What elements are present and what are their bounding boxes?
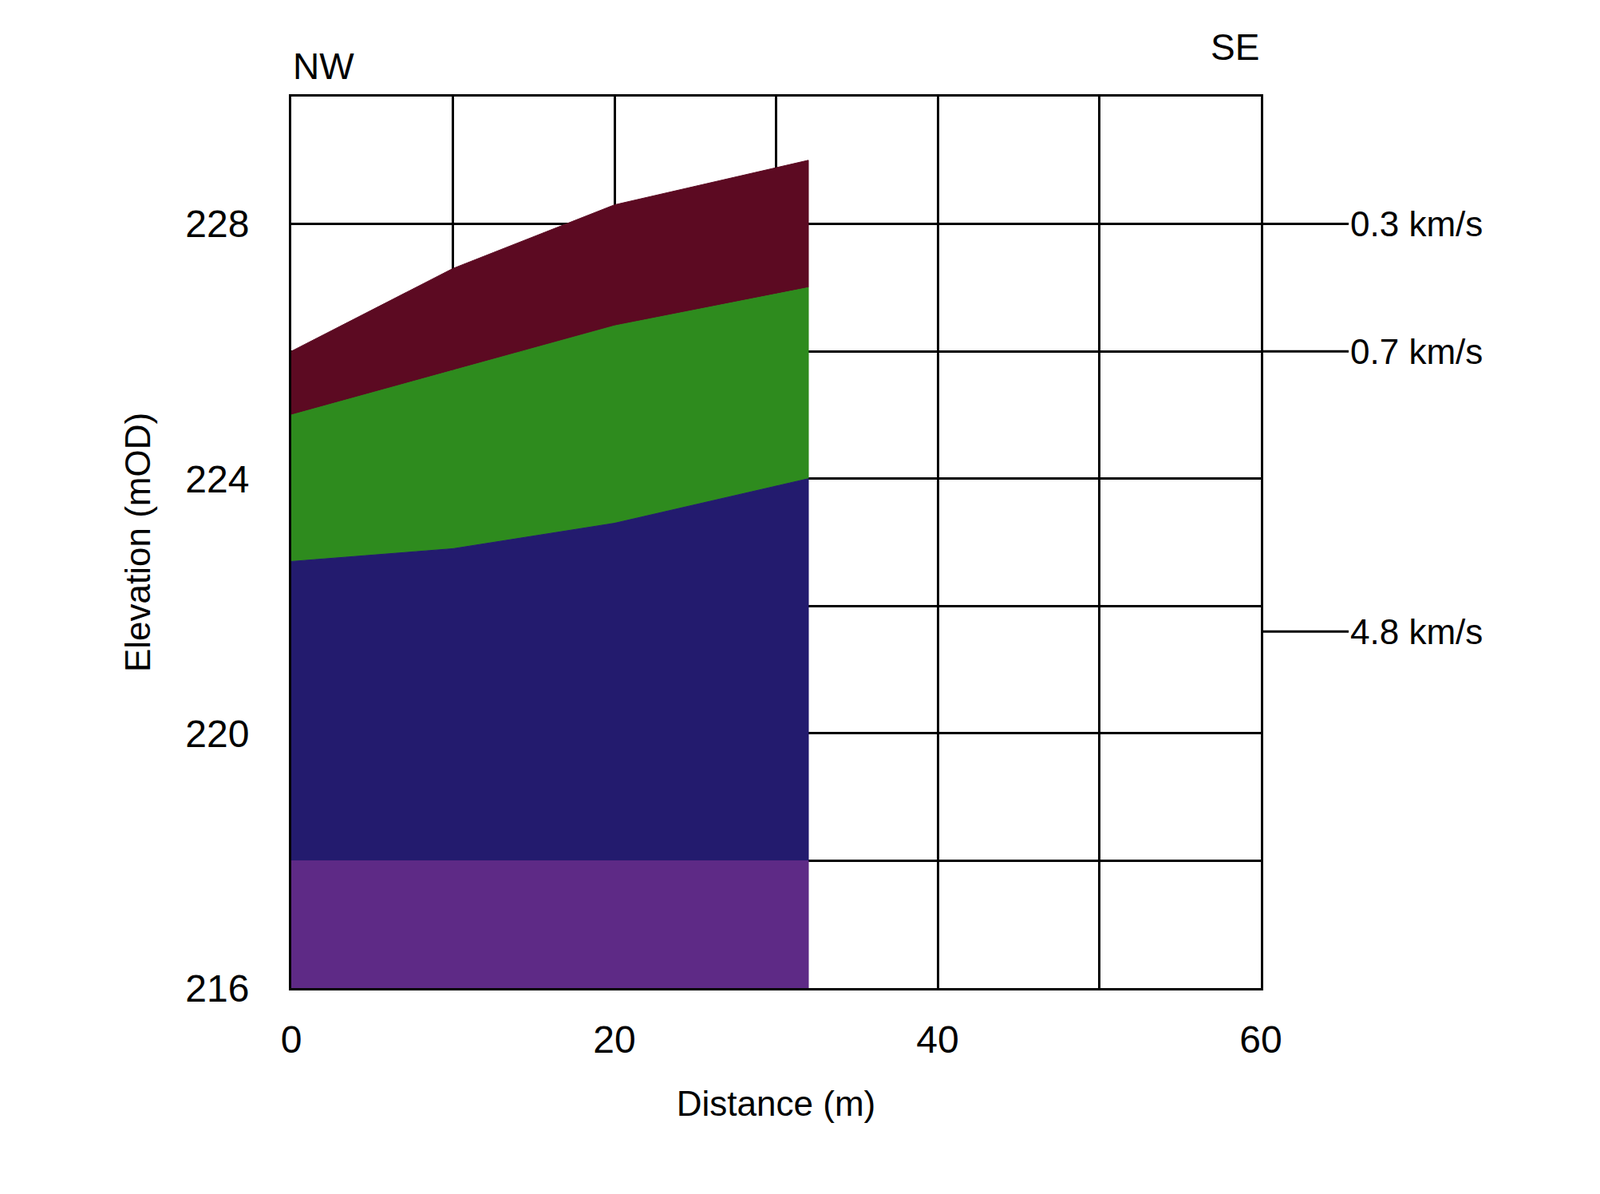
- svg-text:Distance (m): Distance (m): [676, 1083, 876, 1123]
- svg-text:NW: NW: [292, 45, 355, 87]
- svg-text:228: 228: [185, 202, 249, 245]
- svg-text:0.3 km/s: 0.3 km/s: [1350, 204, 1483, 244]
- svg-text:216: 216: [185, 967, 249, 1010]
- svg-text:60: 60: [1239, 1018, 1282, 1061]
- svg-text:Elevation (mOD): Elevation (mOD): [118, 412, 158, 672]
- svg-text:0: 0: [280, 1018, 303, 1061]
- svg-text:40: 40: [916, 1018, 959, 1061]
- svg-text:220: 220: [185, 712, 249, 755]
- svg-text:20: 20: [592, 1018, 636, 1061]
- svg-text:0.7 km/s: 0.7 km/s: [1350, 331, 1483, 372]
- svg-text:4.8 km/s: 4.8 km/s: [1350, 612, 1483, 652]
- svg-text:224: 224: [185, 458, 249, 501]
- svg-text:SE: SE: [1210, 26, 1260, 68]
